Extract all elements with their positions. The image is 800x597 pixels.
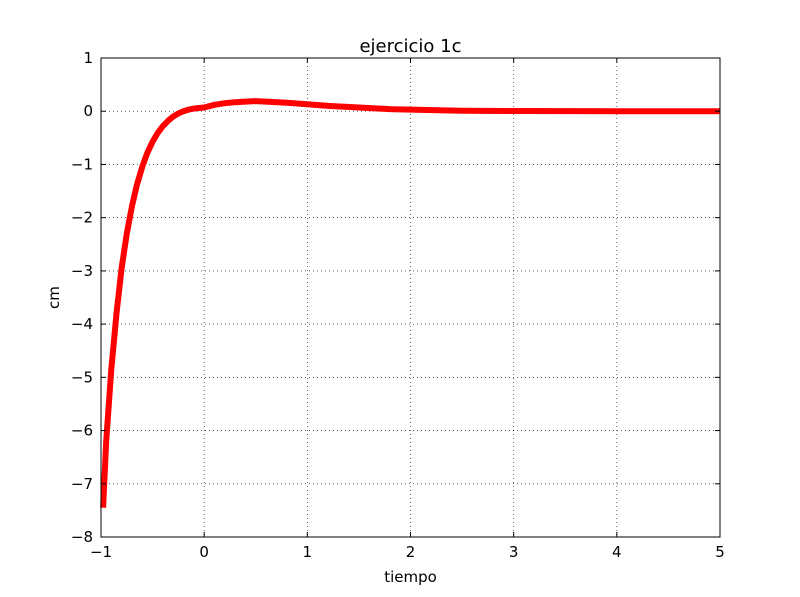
y-tick-label: −1	[71, 155, 93, 173]
y-tick-label: −4	[71, 315, 93, 333]
y-tick-label: −7	[71, 475, 93, 493]
x-tick-label: 5	[715, 543, 725, 561]
y-tick-label: −2	[71, 209, 93, 227]
y-tick-label: 0	[83, 102, 93, 120]
series-layer	[100, 98, 720, 508]
x-tick-label: −1	[90, 543, 112, 561]
y-axis-label: cm	[45, 286, 63, 309]
ticks: −1 0 1 2 3 4 5 −8 −7 −6 −5 −4 −3 −2 −1 0 1	[71, 49, 725, 561]
y-tick-label: 1	[83, 49, 93, 67]
x-tick-label: 4	[612, 543, 622, 561]
y-tick-label: −5	[71, 368, 93, 386]
x-tick-label: 2	[406, 543, 416, 561]
x-axis-label: tiempo	[384, 568, 437, 586]
x-tick-label: 0	[199, 543, 209, 561]
series-line	[100, 98, 720, 508]
y-tick-label: −6	[71, 422, 93, 440]
y-tick-label: −8	[71, 528, 93, 546]
x-tick-label: 1	[303, 543, 313, 561]
chart-title: ejercicio 1c	[359, 36, 461, 57]
y-tick-label: −3	[71, 262, 93, 280]
x-tick-label: 3	[509, 543, 519, 561]
